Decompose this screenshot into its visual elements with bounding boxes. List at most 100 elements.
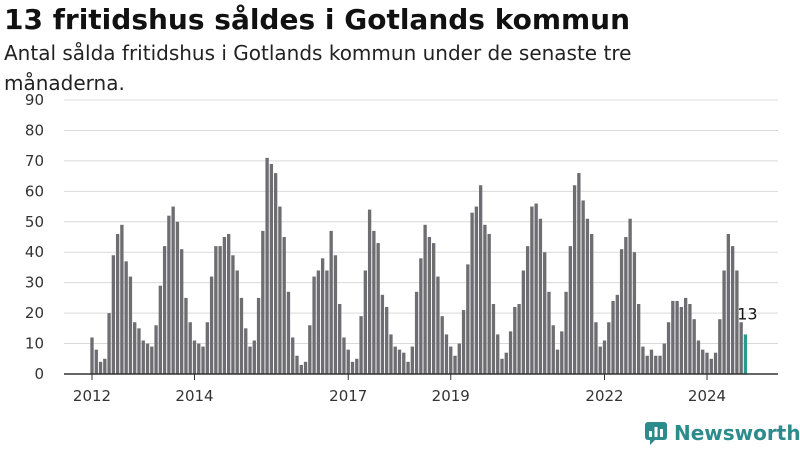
bar: [239, 297, 244, 374]
bar: [167, 215, 171, 374]
bar: [427, 237, 432, 374]
bar: [513, 307, 517, 374]
bar: [594, 322, 598, 374]
bar: [103, 358, 107, 374]
bar: [504, 352, 508, 374]
bar: [214, 246, 218, 374]
bar: [393, 346, 397, 374]
bar: [453, 355, 457, 374]
bar: [205, 322, 209, 374]
bar: [654, 355, 658, 374]
bar: [581, 200, 585, 374]
bar: [333, 255, 338, 374]
bar: [380, 294, 385, 374]
bar: [171, 206, 175, 374]
bar: [282, 237, 286, 374]
bar: [590, 233, 594, 374]
bar: [517, 303, 521, 374]
bar: [461, 310, 466, 374]
bar: [564, 291, 568, 374]
y-tick-label: 90: [25, 91, 44, 109]
bar: [628, 218, 632, 374]
bar: [568, 246, 572, 374]
bar: [201, 346, 205, 374]
x-tick-label: 2019: [432, 387, 470, 405]
y-tick-label: 20: [25, 304, 44, 322]
bar: [363, 270, 367, 374]
bar: [414, 291, 419, 374]
bar: [649, 349, 654, 374]
bar: [419, 258, 423, 374]
bar: [308, 325, 312, 374]
y-tick-label: 80: [25, 121, 44, 139]
bar: [150, 346, 154, 374]
bar: [624, 237, 628, 374]
bar: [718, 319, 722, 374]
bar: [261, 230, 265, 374]
bar: [713, 352, 718, 374]
bar: [474, 206, 479, 374]
bar: [487, 233, 491, 374]
bar: [218, 246, 222, 374]
bar: [111, 255, 116, 374]
bar: [572, 185, 577, 374]
bar: [385, 307, 389, 374]
bar: [508, 331, 513, 374]
bar: [192, 340, 197, 374]
x-tick-label: 2017: [329, 387, 367, 405]
x-tick-label: 2022: [585, 387, 623, 405]
bar: [709, 358, 713, 374]
bar: [705, 352, 709, 374]
bar: [637, 303, 641, 374]
bar: [350, 361, 355, 374]
bar: [162, 246, 167, 374]
bar: [671, 300, 675, 374]
bar: [188, 322, 192, 374]
bar: [137, 328, 141, 374]
y-tick-label: 40: [25, 243, 44, 261]
bar: [320, 258, 325, 374]
x-tick-label: 2012: [73, 387, 111, 405]
bar: [376, 243, 380, 374]
bar: [133, 322, 137, 374]
bar: [355, 358, 359, 374]
y-tick-label: 60: [25, 182, 44, 200]
bar: [227, 233, 231, 374]
bar: [432, 243, 436, 374]
bar: [722, 270, 726, 374]
bar: [124, 261, 128, 374]
bar: [158, 285, 162, 374]
bar: [312, 276, 316, 374]
bar: [555, 349, 560, 374]
bar: [184, 297, 188, 374]
bar: [444, 334, 449, 374]
bar: [551, 325, 555, 374]
x-tick-label: 2024: [688, 387, 726, 405]
bar: [231, 255, 235, 374]
bar: [235, 270, 239, 374]
y-tick-label: 70: [25, 152, 44, 170]
bar: [248, 346, 252, 374]
bar: [666, 322, 671, 374]
bar: [577, 173, 581, 374]
bar: [688, 303, 692, 374]
bar: [457, 343, 461, 374]
bar: [675, 300, 679, 374]
bar: [679, 307, 684, 374]
bar: [209, 276, 214, 374]
bar: [145, 343, 150, 374]
bar: [683, 297, 688, 374]
bar: [602, 340, 607, 374]
bar: [244, 328, 248, 374]
bar: [470, 212, 474, 374]
bar: [483, 224, 487, 374]
bar: [402, 352, 406, 374]
bar: [325, 270, 329, 374]
bar: [128, 276, 133, 374]
bar: [547, 291, 551, 374]
bar: [291, 337, 295, 374]
bar: [256, 297, 261, 374]
bar: [525, 246, 530, 374]
bar: [619, 249, 624, 374]
bar: [141, 340, 145, 374]
